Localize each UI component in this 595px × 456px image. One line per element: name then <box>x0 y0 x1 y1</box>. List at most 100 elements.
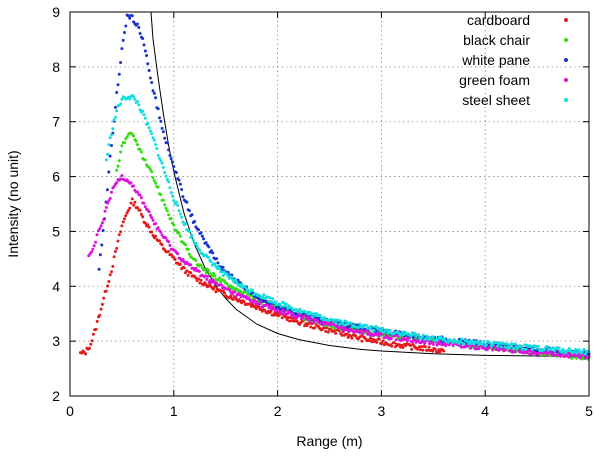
data-point <box>128 16 132 20</box>
data-point <box>271 313 275 317</box>
data-point <box>572 354 576 358</box>
data-point <box>132 95 136 99</box>
data-point <box>402 333 406 337</box>
data-point <box>253 304 257 308</box>
plot-frame <box>69 11 590 397</box>
data-point <box>216 261 220 265</box>
data-point <box>236 288 240 292</box>
data-point <box>523 343 527 347</box>
data-point <box>142 113 146 117</box>
data-point <box>104 289 108 293</box>
data-point <box>194 241 198 245</box>
data-point <box>132 184 136 188</box>
data-point <box>433 347 437 351</box>
data-point <box>207 245 211 249</box>
data-point <box>211 251 215 255</box>
data-point <box>377 337 381 341</box>
data-point <box>167 148 171 152</box>
data-point <box>503 345 507 349</box>
legend-marker <box>564 58 568 62</box>
data-point <box>268 304 272 308</box>
data-point <box>567 347 571 350</box>
data-point <box>119 230 123 234</box>
data-point <box>156 153 160 157</box>
data-point <box>207 269 211 273</box>
data-point <box>367 339 371 343</box>
data-point <box>512 346 516 350</box>
data-point <box>231 285 235 289</box>
data-point <box>202 283 206 287</box>
data-point <box>384 328 388 332</box>
data-point <box>180 188 184 191</box>
data-point <box>115 246 119 250</box>
data-point <box>262 293 266 297</box>
data-point <box>267 299 271 303</box>
data-point <box>431 342 435 346</box>
data-point <box>136 206 139 210</box>
data-point <box>159 159 163 163</box>
data-point <box>123 31 126 34</box>
data-point <box>184 222 187 226</box>
data-point <box>340 333 344 337</box>
data-point <box>318 313 322 317</box>
x-tick-label: 2 <box>274 403 282 419</box>
data-point <box>578 356 582 360</box>
data-points <box>78 13 591 361</box>
data-point <box>105 188 109 192</box>
data-point <box>442 349 446 353</box>
data-point <box>213 262 217 266</box>
data-point <box>229 284 233 288</box>
data-point <box>117 233 121 237</box>
data-point <box>557 346 561 350</box>
data-point <box>230 292 234 296</box>
data-point <box>167 180 171 184</box>
data-point <box>102 296 106 300</box>
data-point <box>269 300 273 304</box>
data-point <box>279 311 283 315</box>
data-point <box>259 300 262 304</box>
data-point <box>186 273 190 277</box>
data-point <box>467 342 471 346</box>
data-point <box>159 230 163 234</box>
data-point <box>421 333 425 337</box>
axis-ticks <box>69 11 590 397</box>
data-point <box>286 316 290 319</box>
data-point <box>436 337 440 341</box>
data-point <box>346 325 350 329</box>
data-point <box>286 306 290 310</box>
data-point <box>359 328 363 332</box>
data-point <box>482 339 486 343</box>
data-point <box>381 339 385 343</box>
data-point <box>347 330 351 334</box>
data-point <box>215 266 219 270</box>
data-point <box>136 190 139 194</box>
data-point <box>436 342 440 346</box>
y-tick-label: 9 <box>52 4 60 20</box>
data-point <box>364 329 368 333</box>
data-point <box>305 324 309 328</box>
data-point <box>388 329 392 333</box>
data-point <box>120 224 124 228</box>
data-point <box>117 72 121 76</box>
data-point <box>151 176 155 180</box>
data-point <box>119 177 123 181</box>
data-point <box>113 115 117 119</box>
data-point <box>111 127 115 131</box>
data-point <box>132 203 136 207</box>
data-point <box>154 96 158 100</box>
data-point <box>142 43 146 47</box>
data-point <box>543 348 546 352</box>
data-point <box>110 270 113 274</box>
data-point <box>116 164 120 168</box>
data-point <box>529 345 533 348</box>
data-point <box>416 347 420 351</box>
data-point <box>198 281 202 285</box>
data-point <box>525 351 529 355</box>
data-point <box>126 209 130 212</box>
data-point <box>90 339 94 343</box>
data-point <box>213 274 217 278</box>
data-point <box>121 38 125 42</box>
data-point <box>536 344 540 348</box>
data-point <box>113 105 117 109</box>
data-point <box>333 329 336 333</box>
